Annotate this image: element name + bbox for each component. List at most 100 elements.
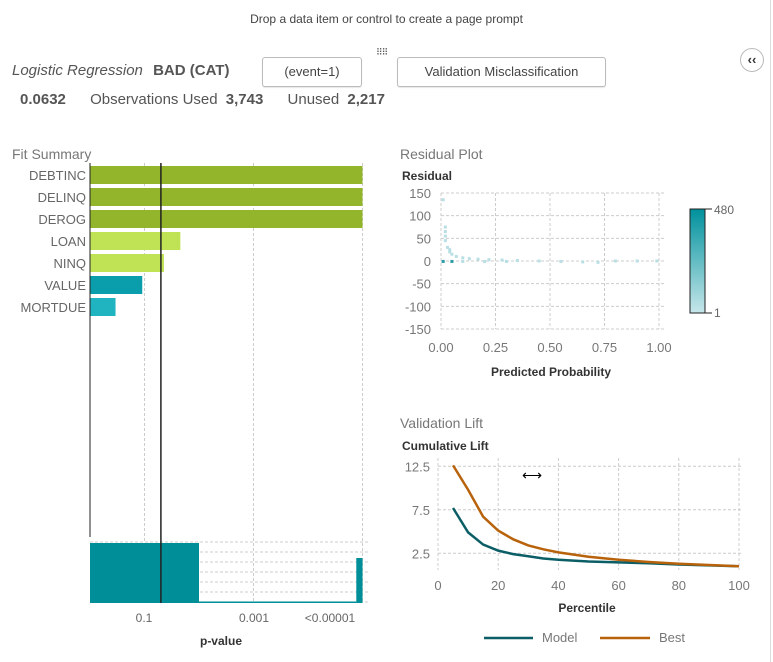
residual-point: [476, 257, 480, 261]
residual-point: [450, 252, 454, 256]
fit-tick: <0.00001: [305, 611, 356, 625]
residual-point: [443, 239, 447, 243]
statistic-button[interactable]: Validation Misclassification: [397, 57, 606, 87]
legend-best: Best: [659, 630, 685, 645]
bar-derog: [90, 210, 363, 228]
residual-point: [515, 259, 519, 263]
x-tick: 40: [551, 578, 565, 593]
fit-tick: 0.1: [136, 611, 153, 625]
residual-point: [443, 225, 447, 229]
residual-point: [446, 245, 450, 249]
event-button[interactable]: (event=1): [262, 57, 362, 87]
page-prompt-dropzone[interactable]: Drop a data item or control to create a …: [250, 12, 523, 26]
lift-ylabel: Cumulative Lift: [402, 439, 489, 453]
bar-debtinc: [90, 166, 363, 184]
color-legend: 480 1: [689, 203, 734, 320]
legend-max: 480: [714, 203, 734, 217]
stat-value: 0.0632: [20, 91, 66, 108]
bar-ninq: [90, 254, 164, 272]
unused-label: Unused: [287, 91, 340, 108]
histogram-bin: [356, 558, 363, 603]
bar-label: LOAN: [51, 234, 86, 249]
residual-point: [461, 256, 465, 260]
residual-point: [655, 259, 659, 263]
bar-label: VALUE: [44, 278, 86, 293]
residual-point: [483, 259, 487, 263]
obs-used-label: Observations Used: [90, 91, 218, 108]
series-best: [451, 464, 740, 568]
residual-point: [443, 234, 447, 238]
residual-xlabel: Predicted Probability: [491, 365, 611, 379]
bar-label: DEROG: [38, 212, 86, 227]
panel-divider: [770, 0, 771, 662]
residual-point: [448, 248, 452, 252]
residual-point: [454, 254, 458, 258]
y-tick: -150: [405, 322, 431, 337]
y-tick: 2.5: [412, 546, 430, 561]
y-tick: 50: [417, 231, 431, 246]
y-tick: 100: [409, 209, 431, 224]
x-tick: 0.25: [483, 340, 508, 355]
x-tick: 80: [672, 578, 686, 593]
residual-point: [613, 259, 617, 263]
resize-cursor-icon: ⟷: [522, 467, 542, 483]
residual-point: [448, 250, 452, 254]
collapse-button[interactable]: ‹‹: [740, 48, 764, 72]
residual-point: [443, 230, 447, 234]
double-chevron-left-icon: ‹‹: [747, 52, 757, 67]
bar-loan: [90, 232, 181, 250]
y-tick: 12.5: [405, 459, 430, 474]
model-title: Logistic Regression BAD (CAT): [12, 62, 229, 79]
lift-xlabel: Percentile: [558, 601, 616, 615]
bar-label: MORTDUE: [21, 300, 87, 315]
y-tick: 150: [409, 186, 431, 201]
obs-used-value: 3,743: [225, 91, 264, 108]
x-tick: 0.50: [537, 340, 562, 355]
residual-plot[interactable]: 0.00 0.25 0.50 0.75 1.00 150 100 50 0 -50 -100 -150: [405, 186, 672, 355]
unused-value: 2,217: [347, 91, 385, 108]
x-tick: 20: [491, 578, 505, 593]
x-tick: 1.00: [646, 340, 671, 355]
bar-label: NINQ: [54, 256, 87, 271]
residual-point: [441, 259, 445, 263]
residual-point: [635, 259, 639, 263]
bar-mortdue: [90, 298, 116, 316]
residual-ylabel: Residual: [402, 169, 453, 183]
x-tick: 0.75: [592, 340, 617, 355]
y-tick: 0: [424, 254, 431, 269]
residual-point: [461, 259, 465, 263]
fit-summary-title: Fit Summary: [12, 146, 92, 162]
residual-point: [441, 198, 445, 202]
fit-tick: 0.001: [239, 611, 269, 625]
drag-handle-icon[interactable]: ⠿⠿: [376, 47, 388, 57]
bar-delinq: [90, 188, 363, 206]
target-variable: BAD (CAT): [153, 62, 230, 79]
x-tick: 60: [611, 578, 625, 593]
residual-point: [596, 260, 600, 264]
y-tick: 7.5: [412, 503, 430, 518]
x-tick: 100: [728, 578, 750, 593]
residual-plot-title: Residual Plot: [400, 146, 483, 162]
residual-point: [450, 259, 454, 263]
legend-model: Model: [542, 630, 578, 645]
histogram-bin: [199, 601, 357, 603]
residual-point: [581, 260, 585, 264]
fit-xlabel: p-value: [200, 634, 242, 648]
y-tick: -100: [405, 299, 431, 314]
residual-point: [559, 259, 563, 263]
x-tick: 0.00: [428, 340, 453, 355]
bar-value: [90, 276, 143, 294]
residual-point: [500, 258, 504, 262]
lift-chart[interactable]: 0 20 40 60 80 100 12.5 7.5 2.5: [405, 458, 750, 593]
bar-label: DEBTINC: [29, 168, 86, 183]
fit-summary-chart[interactable]: DEBTINC DELINQ DEROG LOAN NINQ VALUE MORTDUE: [21, 163, 368, 603]
residual-point: [487, 258, 491, 262]
model-type: Logistic Regression: [12, 62, 143, 79]
residual-point: [467, 257, 471, 261]
lift-title: Validation Lift: [400, 415, 484, 431]
y-tick: -50: [412, 277, 431, 292]
residual-point: [504, 259, 508, 263]
legend-min: 1: [714, 306, 721, 320]
residual-point: [537, 259, 541, 263]
